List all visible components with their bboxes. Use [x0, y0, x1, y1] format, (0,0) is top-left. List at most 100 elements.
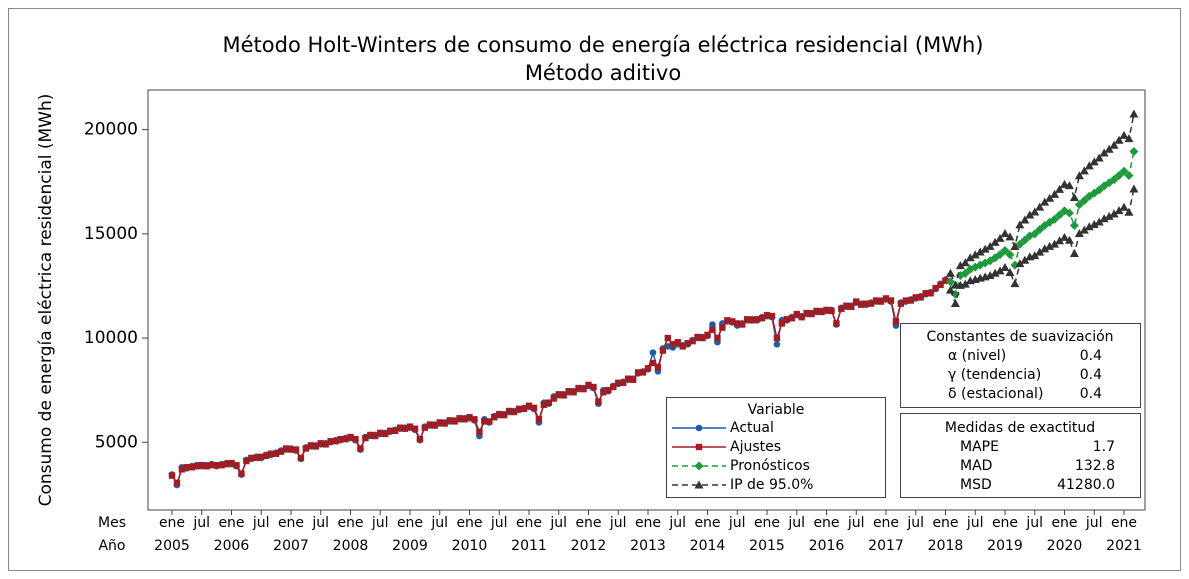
data-point — [960, 268, 970, 278]
data-point — [1089, 157, 1099, 166]
data-point — [243, 457, 250, 465]
data-point — [990, 268, 1000, 277]
data-point — [595, 398, 602, 405]
data-point — [1020, 255, 1030, 264]
accuracy-title: Medidas de exactitud — [945, 420, 1095, 436]
year-label: 2021 — [1106, 538, 1142, 554]
data-point — [689, 337, 696, 345]
data-point — [995, 233, 1005, 242]
data-point — [1119, 130, 1129, 139]
data-point — [1015, 259, 1025, 268]
year-label: 2008 — [333, 538, 369, 554]
data-point — [1109, 209, 1119, 218]
data-point — [945, 277, 955, 287]
x-tick-label: ene — [992, 515, 1018, 531]
data-point — [629, 376, 637, 383]
data-point — [1050, 189, 1060, 198]
year-label: 2017 — [868, 538, 904, 554]
data-point — [813, 307, 820, 315]
year-label: 2014 — [690, 538, 726, 554]
x-tick-label: ene — [635, 515, 661, 531]
data-point — [1079, 225, 1089, 234]
data-point — [950, 298, 960, 307]
data-point — [1124, 134, 1134, 143]
data-point — [867, 300, 875, 307]
data-point — [1099, 214, 1109, 223]
data-point — [823, 306, 830, 314]
data-point — [292, 446, 300, 453]
data-point — [1010, 242, 1020, 251]
data-point — [322, 441, 329, 448]
data-point — [1094, 153, 1104, 162]
data-point — [659, 347, 667, 354]
data-point — [1055, 210, 1065, 220]
data-point — [476, 428, 483, 436]
data-point — [892, 318, 900, 325]
data-point — [679, 343, 686, 350]
data-point — [719, 324, 726, 331]
year-label: 2016 — [809, 538, 845, 554]
data-point — [833, 320, 840, 327]
x-tick-label: ene — [575, 515, 601, 531]
data-point — [1119, 166, 1129, 176]
data-point — [401, 425, 409, 432]
data-point — [1045, 241, 1055, 250]
data-point — [1084, 222, 1094, 231]
x-tick-label: jul — [966, 515, 984, 531]
data-point — [965, 253, 975, 262]
data-point — [828, 307, 835, 315]
data-point — [1035, 225, 1045, 235]
data-point — [203, 463, 210, 470]
data-point — [945, 285, 955, 294]
data-point — [451, 418, 458, 425]
data-point — [858, 301, 865, 308]
data-point — [624, 375, 632, 382]
data-point — [471, 416, 478, 423]
data-point — [669, 341, 676, 348]
data-point — [1035, 247, 1045, 256]
x-tick-label: jul — [609, 515, 627, 531]
smoothing-label: γ (tendencia) — [948, 367, 1041, 383]
data-point — [1015, 220, 1025, 229]
x-tick-label: jul — [549, 515, 567, 531]
data-point — [887, 297, 895, 304]
data-point — [970, 250, 980, 259]
data-point — [748, 317, 756, 324]
data-point — [377, 429, 384, 437]
x-tick-label: jul — [371, 515, 389, 531]
data-point — [421, 424, 429, 431]
smoothing-title: Constantes de suavización — [926, 329, 1113, 345]
x-tick-label: ene — [813, 515, 839, 531]
x-tick-label: jul — [192, 515, 210, 531]
data-point — [188, 464, 196, 471]
data-point — [1129, 184, 1139, 193]
data-point — [590, 383, 597, 391]
data-point — [882, 295, 890, 302]
data-point — [758, 315, 766, 322]
data-point — [302, 445, 310, 452]
data-point — [545, 399, 553, 406]
data-point — [515, 405, 523, 413]
x-tick-label: jul — [1025, 515, 1043, 531]
year-label: 2009 — [392, 538, 428, 554]
data-point — [1129, 146, 1139, 156]
data-point — [664, 343, 672, 350]
data-point — [258, 453, 265, 461]
x-tick-label: jul — [847, 515, 865, 531]
data-point — [694, 333, 701, 341]
data-point — [287, 446, 295, 453]
data-point — [932, 284, 939, 292]
x-tick-label: ene — [754, 515, 780, 531]
x-row-label: Mes — [98, 515, 126, 531]
data-point — [1045, 193, 1055, 202]
data-point — [1094, 217, 1104, 226]
data-point — [927, 290, 934, 297]
x-tick-label: ene — [694, 515, 720, 531]
data-point — [955, 261, 965, 270]
data-point — [1005, 232, 1015, 241]
data-point — [1124, 170, 1134, 180]
data-point — [342, 435, 349, 443]
data-point — [1005, 267, 1015, 276]
data-point — [980, 244, 990, 253]
